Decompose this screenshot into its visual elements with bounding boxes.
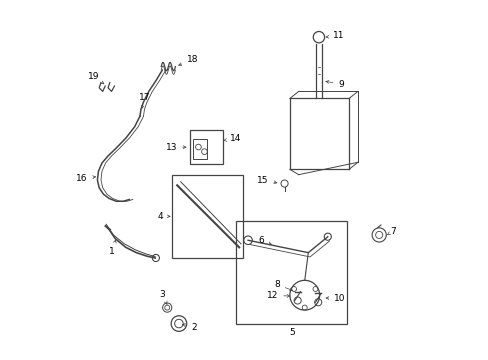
Text: 2: 2 xyxy=(182,323,197,332)
Text: 5: 5 xyxy=(289,328,295,337)
Text: 12: 12 xyxy=(266,291,289,300)
Text: 10: 10 xyxy=(325,293,345,302)
Text: 4: 4 xyxy=(157,212,170,221)
Bar xyxy=(193,139,207,159)
Text: 19: 19 xyxy=(88,72,103,84)
Text: 15: 15 xyxy=(257,176,276,185)
Bar xyxy=(171,175,242,258)
Text: 13: 13 xyxy=(165,143,185,152)
Text: 7: 7 xyxy=(386,227,395,236)
Text: 18: 18 xyxy=(178,55,198,66)
Text: 14: 14 xyxy=(224,134,241,143)
Bar xyxy=(235,221,346,324)
Text: 1: 1 xyxy=(108,240,116,256)
Text: 3: 3 xyxy=(159,290,166,304)
Text: 8: 8 xyxy=(274,280,292,291)
Text: 11: 11 xyxy=(325,31,344,40)
Text: 9: 9 xyxy=(325,80,344,89)
Text: 17: 17 xyxy=(139,93,150,108)
Text: 6: 6 xyxy=(258,236,271,245)
Bar xyxy=(189,130,223,164)
Text: 16: 16 xyxy=(76,174,96,183)
